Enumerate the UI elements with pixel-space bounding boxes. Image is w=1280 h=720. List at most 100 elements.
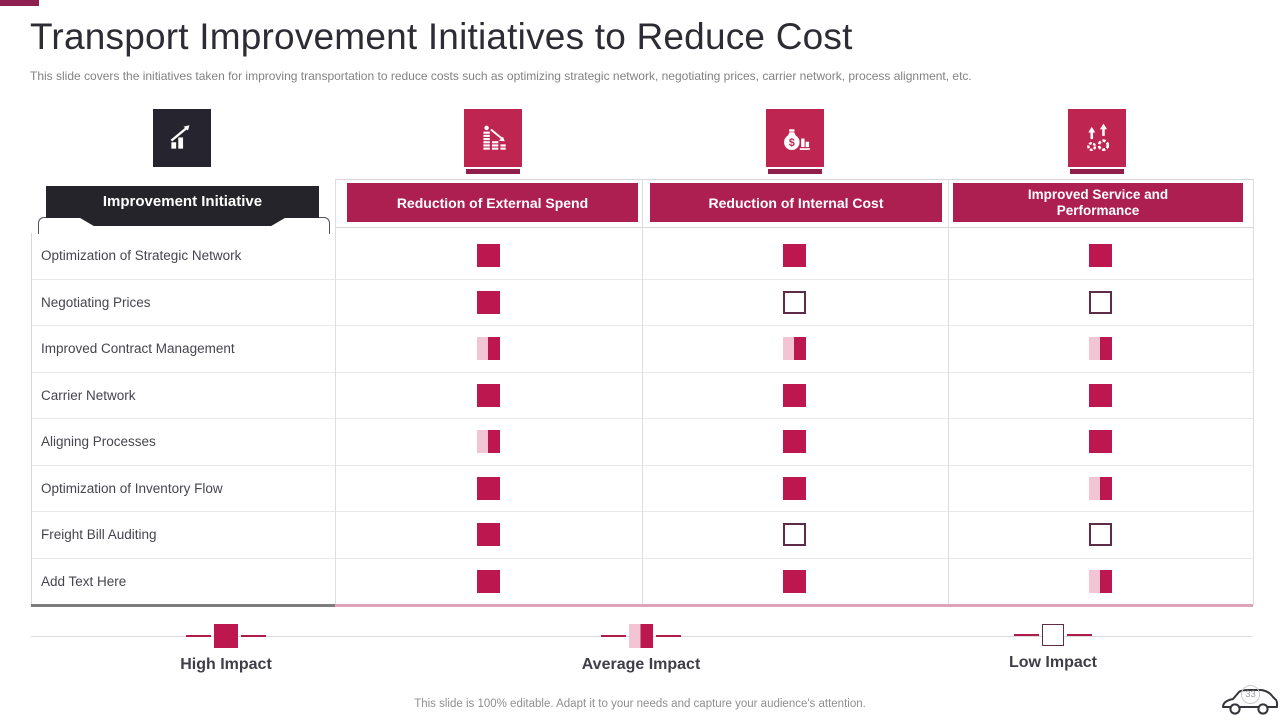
average-impact-square [476, 337, 500, 361]
column-header-label: Reduction of External Spend [396, 194, 589, 211]
marker-line [656, 635, 681, 637]
icon-pedestal [466, 169, 520, 174]
high-impact-square [476, 476, 500, 500]
impact-cell [335, 337, 641, 361]
row-label: Freight Bill Auditing [41, 527, 157, 543]
high-impact-square [476, 244, 500, 268]
average-impact-square [629, 624, 653, 648]
column-divider [642, 179, 643, 605]
impact-cell [335, 244, 641, 268]
impact-cell [947, 476, 1253, 500]
impact-cell [641, 244, 947, 268]
average-impact-square [1088, 337, 1112, 361]
icon-pedestal [1070, 169, 1124, 174]
row-label: Aligning Processes [41, 434, 156, 450]
growth-chart-icon [153, 109, 211, 167]
row-label: Negotiating Prices [41, 294, 151, 310]
average-impact-square [782, 337, 806, 361]
marker-line [1067, 634, 1092, 636]
impact-cell [947, 244, 1253, 268]
low-impact-square [782, 523, 806, 547]
low-impact-square [782, 290, 806, 314]
legend-item-average: Average Impact [531, 624, 751, 674]
icon-pedestal [768, 169, 822, 174]
impact-cell [947, 570, 1253, 594]
impact-cell [947, 523, 1253, 547]
impact-cell [641, 430, 947, 454]
legend-label: High Impact [180, 656, 272, 673]
impact-cell [335, 383, 641, 407]
column-header-internal-cost: Reduction of Internal Cost [650, 183, 942, 222]
legend-item-high: High Impact [116, 624, 336, 674]
high-impact-square [1088, 244, 1112, 268]
legend-marker-high [183, 624, 269, 648]
row-label: Optimization of Inventory Flow [41, 480, 223, 496]
column-header-label: Improved Service and Performance [1027, 186, 1169, 218]
impact-cell [947, 337, 1253, 361]
impact-cell [641, 383, 947, 407]
slide-title: Transport Improvement Initiatives to Red… [30, 16, 853, 57]
gears-growth-icon [1068, 109, 1126, 167]
low-impact-square [1042, 624, 1064, 646]
low-impact-square [1088, 290, 1112, 314]
table-bottom-border-dark [31, 604, 335, 607]
page-number: 33 [1241, 685, 1260, 704]
table-bottom-border-pink [335, 604, 1253, 607]
row-label: Improved Contract Management [41, 341, 235, 357]
legend-item-low: Low Impact [943, 624, 1163, 672]
row-label: Optimization of Strategic Network [41, 248, 242, 264]
accent-corner-bar [0, 0, 39, 6]
column-header-label: Reduction of Internal Cost [708, 194, 884, 211]
row-label: Add Text Here [41, 574, 127, 590]
average-impact-square [1088, 570, 1112, 594]
high-impact-square [1088, 430, 1112, 454]
average-impact-square [1088, 476, 1112, 500]
impact-cell [947, 383, 1253, 407]
legend-marker-average [598, 624, 684, 648]
marker-line [1014, 634, 1039, 636]
impact-cell [335, 290, 641, 314]
row-header-tab: Improvement Initiative [46, 186, 319, 226]
low-impact-square [1088, 523, 1112, 547]
high-impact-square [476, 523, 500, 547]
legend-label: Average Impact [581, 656, 701, 673]
high-impact-square [782, 476, 806, 500]
marker-line [241, 635, 266, 637]
impact-cell [947, 430, 1253, 454]
table-row: Aligning Processes [31, 419, 1253, 466]
impact-cell [335, 430, 641, 454]
high-impact-square [214, 624, 238, 648]
high-impact-square [476, 570, 500, 594]
high-impact-square [782, 383, 806, 407]
row-header-label: Improvement Initiative [102, 193, 263, 210]
column-divider [335, 179, 336, 605]
impact-cell [641, 570, 947, 594]
footer-note: This slide is 100% editable. Adapt it to… [414, 698, 866, 710]
column-header-service-performance: Improved Service and Performance [953, 183, 1243, 222]
impact-cell [641, 337, 947, 361]
high-impact-square [782, 430, 806, 454]
impact-cell [335, 570, 641, 594]
impact-cell [641, 476, 947, 500]
svg-text:$: $ [789, 137, 795, 149]
impact-cell [335, 523, 641, 547]
impact-cell [641, 523, 947, 547]
high-impact-square [782, 244, 806, 268]
legend-marker-low [1011, 624, 1095, 646]
high-impact-square [782, 570, 806, 594]
marker-line [601, 635, 626, 637]
marker-line [186, 635, 211, 637]
money-bag-icon: $ [766, 109, 824, 167]
high-impact-square [476, 290, 500, 314]
column-divider [948, 179, 949, 605]
high-impact-square [476, 383, 500, 407]
impact-cell [641, 290, 947, 314]
average-impact-square [476, 430, 500, 454]
impact-cell [335, 476, 641, 500]
coins-decrease-icon [464, 109, 522, 167]
column-divider [1253, 179, 1254, 605]
impact-cell [947, 290, 1253, 314]
slide-subtitle: This slide covers the initiatives taken … [30, 69, 972, 83]
car-icon [1218, 680, 1280, 720]
